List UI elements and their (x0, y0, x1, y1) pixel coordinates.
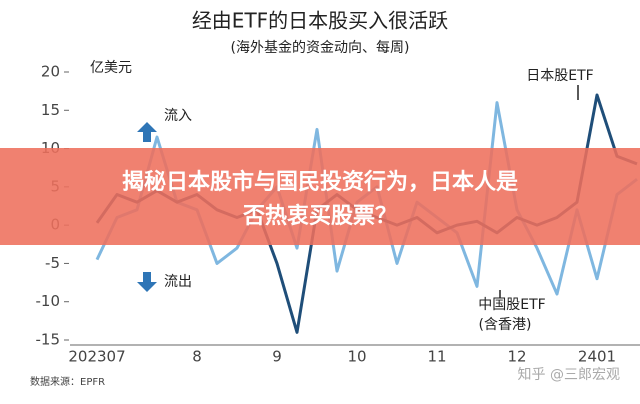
y-tick-label: -10 (36, 292, 61, 310)
x-tick-label: 10 (347, 348, 366, 366)
watermark: 知乎 @三郎宏观 (518, 366, 620, 383)
y-tick-label: -5 (45, 254, 60, 272)
chart-subtitle: (海外基金的资金动向、每周) (231, 39, 410, 56)
y-unit: 亿美元 (90, 60, 132, 76)
x-tick-label: 12 (507, 348, 526, 366)
y-tick-label: 15 (41, 101, 60, 119)
legend-sublabel: (含香港) (479, 317, 532, 333)
inflow-arrow (137, 122, 157, 142)
x-tick-label: 11 (427, 348, 446, 366)
y-tick-label: -15 (36, 331, 61, 349)
x-tick-label: 9 (272, 348, 282, 366)
x-tick-label: 8 (192, 348, 202, 366)
outflow-label: 流出 (164, 274, 192, 290)
banner-text: 揭秘日本股市与国民投资行为，日本人是 (122, 169, 518, 195)
chart-title: 经由ETF的日本股买入很活跃 (192, 9, 448, 33)
banner (0, 148, 640, 245)
y-tick-label: 20 (41, 63, 60, 81)
x-tick-label: 202307 (68, 348, 125, 366)
legend-label: 日本股ETF (526, 68, 593, 84)
banner-text: 否热衷买股票？ (242, 203, 397, 229)
x-tick-label: 2401 (578, 348, 616, 366)
legend-label: 中国股ETF (478, 297, 545, 313)
source: 数据来源：EPFR (30, 375, 105, 388)
inflow-label: 流入 (164, 108, 192, 124)
outflow-arrow (137, 272, 157, 292)
